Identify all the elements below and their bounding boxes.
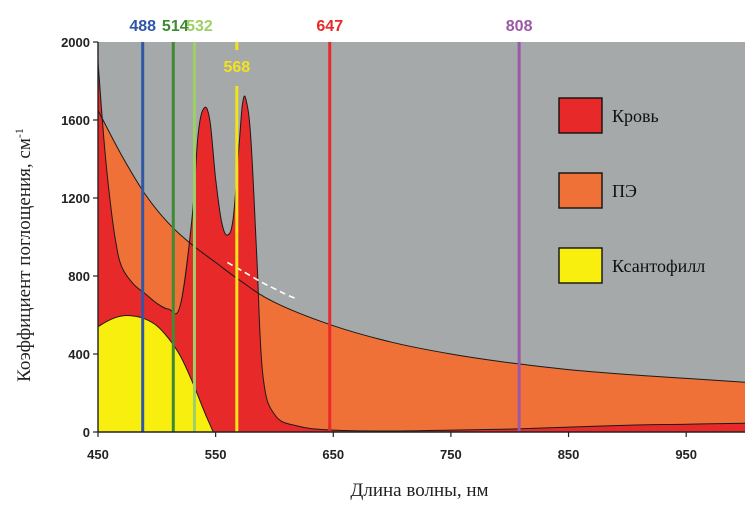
legend-swatch-0 [558,97,603,134]
x-tick-label: 450 [87,447,109,462]
series-outline-0 [97,110,746,383]
axes: 0 400 800 1200 1600 2000 450 550 650 750 850 950 [61,35,745,462]
x-tick-label: 550 [205,447,227,462]
y-tick-label: 1600 [61,113,90,128]
x-axis-title: Длина волны, нм [350,480,488,501]
series-outline-2 [97,315,214,433]
series-outline-1 [97,61,746,432]
y-tick-label: 0 [83,425,90,440]
y-axis-title-superscript: -1 [12,128,26,138]
legend-label-1: ПЭ [612,181,637,201]
y-tick-label: 400 [68,347,90,362]
series-areas [98,61,745,433]
laser-label-808: 808 [506,18,533,35]
legend-swatch-2 [558,247,603,284]
y-axis-title: Коэффициент поглощения, см-1 [12,128,35,382]
x-tick-label: 650 [322,447,344,462]
y-tick-label: 1200 [61,191,90,206]
series-outlines [97,61,746,433]
dashed-continuation-line [227,261,299,301]
laser-label-647: 647 [316,18,343,35]
x-tick-label: 750 [440,447,462,462]
laser-label-568: 568 [223,59,250,76]
x-tick-label: 950 [675,447,697,462]
laser-label-532: 532 [186,18,213,35]
laser-label-488: 488 [129,18,156,35]
x-tick-label: 850 [558,447,580,462]
legend-swatch-1 [558,172,603,209]
legend: Кровь ПЭ Ксантофилл [558,97,705,284]
laser-label-514: 514 [162,18,189,35]
series-area-1 [98,61,745,432]
y-tick-label: 800 [68,269,90,284]
legend-label-0: Кровь [612,106,659,126]
y-axis-title-text: Коэффициент поглощения, см [14,138,35,382]
legend-label-2: Ксантофилл [612,256,705,276]
series-area-2 [98,315,214,432]
y-tick-label: 2000 [61,35,90,50]
